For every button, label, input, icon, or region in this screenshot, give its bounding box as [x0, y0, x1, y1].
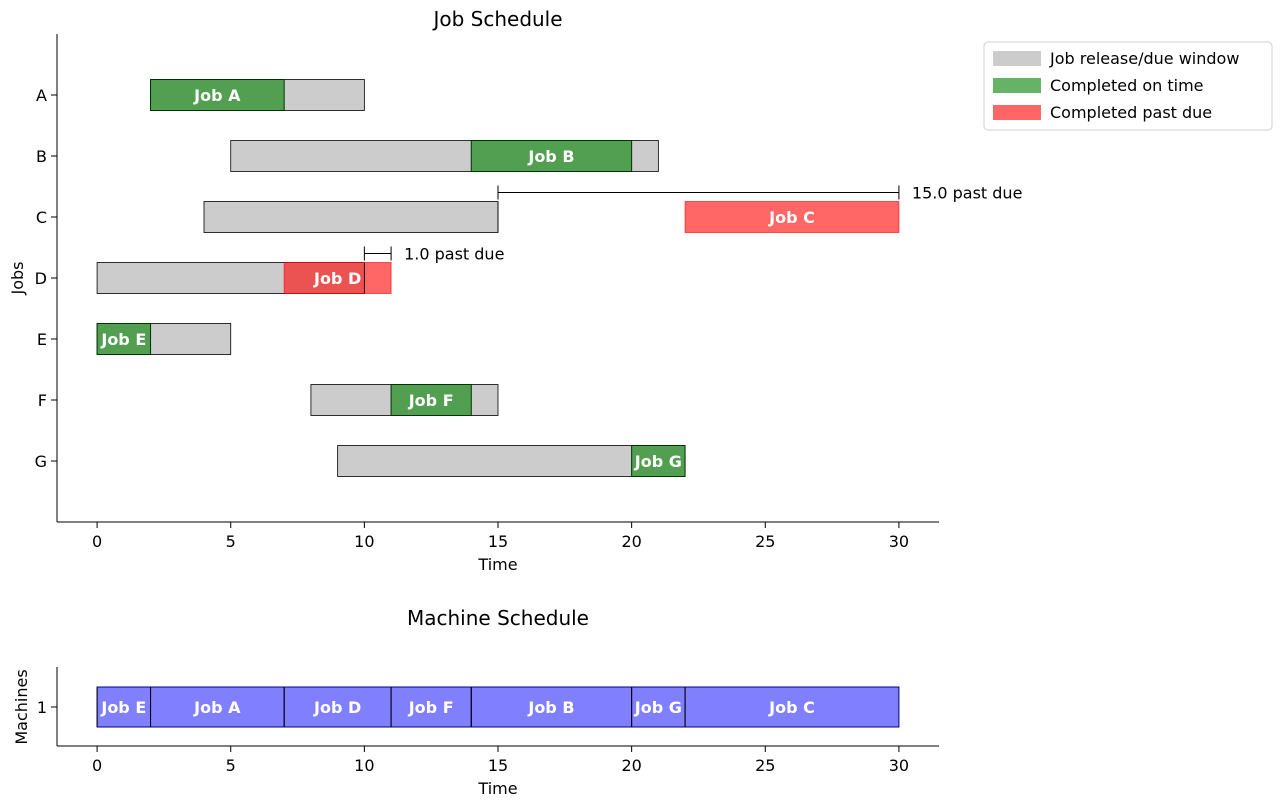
machine-task-label: Job G — [634, 698, 682, 717]
legend-box — [983, 41, 1273, 131]
machine-task-label: Job B — [527, 698, 574, 717]
x-tick-label: 30 — [889, 532, 909, 551]
machine-chart-title: Machine Schedule — [407, 606, 589, 630]
legend-swatch — [993, 78, 1041, 93]
y-axis-label: Jobs — [8, 262, 27, 296]
y-tick-label: 1 — [37, 698, 47, 717]
y-tick-label: D — [35, 269, 47, 288]
x-axis-label: Time — [477, 779, 517, 798]
legend-label: Completed on time — [1050, 76, 1204, 95]
on-time-job-bar — [390, 384, 472, 416]
on-time-job-bar — [96, 323, 152, 355]
late-job-bar — [684, 201, 900, 233]
x-tick-label: 20 — [621, 532, 641, 551]
x-axis-label: Time — [477, 555, 517, 574]
x-tick-label: 15 — [488, 756, 508, 775]
machine-task-label: Job C — [768, 698, 815, 717]
on-time-job-bar — [150, 79, 285, 111]
past-due-annotation: 15.0 past due — [912, 184, 1023, 203]
machine-task-bar — [96, 686, 152, 728]
x-tick-label: 30 — [889, 756, 909, 775]
job-bar-label: Job A — [193, 86, 241, 105]
release-due-window-bar — [337, 445, 686, 477]
release-due-window-bar — [203, 201, 499, 233]
machine-task-bar — [283, 686, 392, 728]
x-tick-label: 25 — [755, 532, 775, 551]
y-axis-label: Machines — [12, 669, 31, 744]
y-tick-label: A — [36, 86, 47, 105]
x-tick-label: 20 — [621, 756, 641, 775]
legend-swatch — [993, 51, 1041, 66]
past-due-annotation: 1.0 past due — [404, 245, 504, 264]
job-bar-label: Job G — [634, 452, 682, 471]
machine-task-label: Job A — [193, 698, 241, 717]
machine-task-label: Job D — [313, 698, 361, 717]
job-bar-label: Job C — [768, 208, 815, 227]
x-tick-label: 10 — [354, 756, 374, 775]
job-bar-label: Job E — [100, 330, 146, 349]
chart-title: Job Schedule — [431, 7, 562, 31]
y-tick-label: B — [36, 147, 47, 166]
x-tick-label: 25 — [755, 756, 775, 775]
late-job-bar — [283, 262, 392, 294]
y-tick-label: E — [37, 330, 47, 349]
legend-label: Completed past due — [1050, 103, 1212, 122]
machine-task-label: Job E — [100, 698, 146, 717]
y-tick-label: F — [38, 391, 47, 410]
x-tick-label: 5 — [226, 532, 236, 551]
job-bar-label: Job D — [313, 269, 361, 288]
legend-label: Job release/due window — [1049, 49, 1239, 68]
job-bar-label: Job B — [527, 147, 574, 166]
on-time-job-bar — [631, 445, 686, 477]
machine-task-bar — [470, 686, 633, 728]
on-time-job-bar — [470, 140, 633, 172]
machine-task-label: Job F — [408, 698, 454, 717]
y-tick-label: C — [36, 208, 47, 227]
job-bar-label: Job F — [408, 391, 454, 410]
x-tick-label: 15 — [488, 532, 508, 551]
x-tick-label: 10 — [354, 532, 374, 551]
x-tick-label: 5 — [226, 756, 236, 775]
x-tick-label: 0 — [92, 532, 102, 551]
x-tick-label: 0 — [92, 756, 102, 775]
machine-task-bar — [684, 686, 900, 728]
y-tick-label: G — [35, 452, 47, 471]
legend-swatch — [993, 105, 1041, 120]
